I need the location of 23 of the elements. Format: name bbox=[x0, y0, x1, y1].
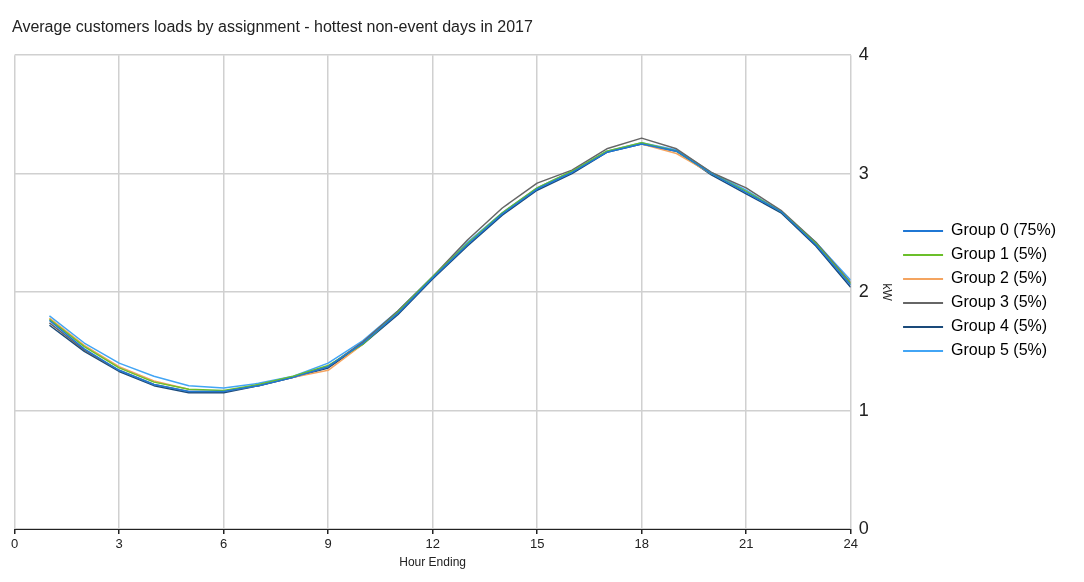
y-tick-label: 2 bbox=[858, 281, 869, 302]
x-tick-label: 21 bbox=[738, 536, 754, 552]
legend-label: Group 4 (5%) bbox=[951, 317, 1048, 335]
legend-label: Group 2 (5%) bbox=[951, 269, 1048, 287]
x-tick-label: 15 bbox=[529, 536, 545, 552]
x-axis-title: Hour Ending bbox=[399, 555, 466, 570]
legend-label: Group 1 (5%) bbox=[951, 245, 1048, 263]
x-tick-label: 6 bbox=[220, 536, 228, 552]
x-tick-label: 9 bbox=[324, 536, 332, 552]
chart-title: Average customers loads by assignment - hottest non-event days in 2017 bbox=[12, 18, 533, 36]
legend-label: Group 0 (75%) bbox=[951, 221, 1056, 239]
y-tick-label: 3 bbox=[858, 162, 869, 183]
legend-label: Group 5 (5%) bbox=[951, 341, 1048, 359]
y-tick-label: 1 bbox=[858, 399, 869, 420]
x-tick-label: 18 bbox=[634, 536, 649, 552]
x-tick-label: 3 bbox=[115, 536, 123, 552]
legend-label: Group 3 (5%) bbox=[951, 293, 1048, 311]
y-tick-label: 0 bbox=[858, 517, 869, 538]
x-tick-label: 24 bbox=[843, 536, 858, 552]
x-tick-label: 12 bbox=[425, 536, 440, 552]
y-axis-title: kW bbox=[879, 283, 894, 302]
y-tick-label: 4 bbox=[858, 44, 869, 65]
x-tick-label: 0 bbox=[11, 536, 19, 552]
